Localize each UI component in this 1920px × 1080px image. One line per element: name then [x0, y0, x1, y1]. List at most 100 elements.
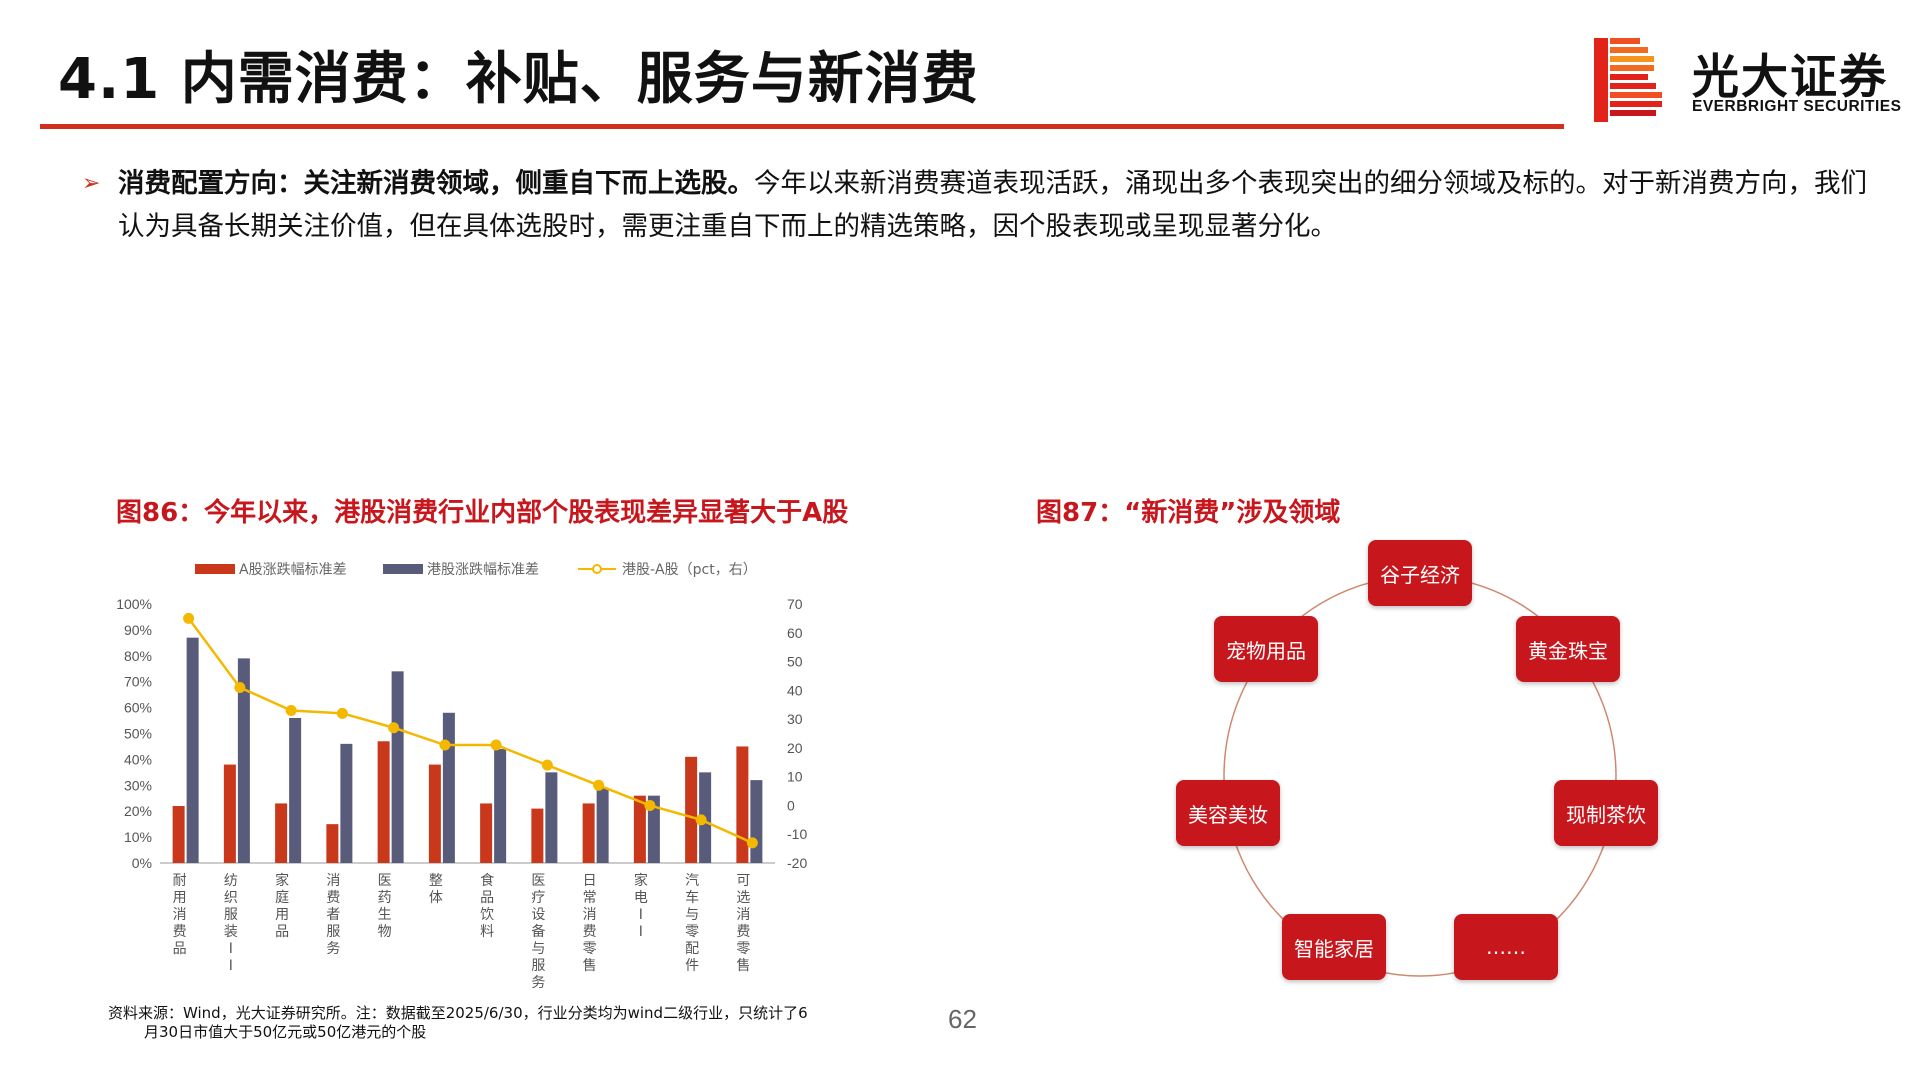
line-point: [439, 739, 451, 751]
line-point: [388, 722, 400, 734]
x-tick-label-char: 汽: [685, 873, 699, 889]
bar-hk-share: [442, 712, 455, 863]
x-tick-label-char: 售: [583, 958, 597, 974]
x-tick-label-char: 费: [173, 924, 187, 940]
x-tick-label-char: 日: [583, 873, 597, 889]
node-ellipsis: ……: [1454, 914, 1558, 980]
line-hk-minus-a: [187, 617, 753, 844]
bar-a-share: [223, 764, 236, 863]
x-tick-label-char: 常: [583, 890, 597, 906]
bar-hk-share: [750, 780, 763, 863]
left-axis-tick-label: 30%: [124, 777, 152, 793]
bar-a-share: [480, 803, 493, 863]
x-tick-label-char: 装: [224, 924, 238, 940]
x-tick-label-char: 与: [685, 907, 699, 923]
logo-chinese-name: 光大证券: [1692, 50, 1888, 105]
x-tick-label-char: 与: [531, 941, 545, 957]
x-tick-label-char: 生: [378, 907, 392, 923]
x-tick-label-char: 药: [378, 890, 392, 906]
x-tick-label-char: 售: [736, 958, 750, 974]
left-axis-tick-label: 40%: [124, 751, 152, 767]
left-axis-tick-label: 80%: [124, 648, 152, 664]
legend-swatch: [383, 564, 423, 574]
bar-a-share: [582, 803, 595, 863]
x-tick-label-char: 费: [583, 924, 597, 940]
node-tea-drinks: 现制茶饮: [1554, 780, 1658, 846]
line-point: [336, 707, 348, 719]
x-tick-label-char: 设: [531, 907, 545, 923]
legend-label: A股涨跌幅标准差: [239, 562, 347, 578]
figure-87-diagram: 谷子经济 黄金珠宝 现制茶饮 …… 智能家居 美容美妆 宠物用品: [1160, 536, 1700, 986]
left-axis-tick-label: 90%: [124, 622, 152, 638]
x-tick-label-char: 庭: [275, 889, 289, 906]
legend-label: 港股-A股（pct，右）: [622, 562, 757, 578]
node-gold-jewelry: 黄金珠宝: [1516, 616, 1620, 682]
line-point: [541, 759, 553, 771]
figure-87-title: 图87：“新消费”涉及领域: [1036, 498, 1341, 528]
x-tick-label-char: 车: [685, 889, 699, 906]
bar-a-share: [685, 756, 698, 863]
figure-86-source-line1: 资料来源：Wind，光大证券研究所。注：数据截至2025/6/30，行业分类均为…: [108, 1004, 808, 1022]
x-tick-label-char: 服: [326, 924, 340, 940]
bullet-arrow-icon: ➢: [82, 171, 101, 196]
x-tick-label-char: 配: [685, 941, 699, 957]
x-tick-label-char: 整: [429, 873, 443, 889]
right-axis-tick-label: 0: [787, 797, 795, 813]
x-tick-label-char: 可: [736, 873, 750, 889]
node-smart-home: 智能家居: [1282, 914, 1386, 980]
x-tick-label-char: 者: [326, 907, 340, 923]
x-tick-label-char: 费: [736, 924, 750, 940]
x-tick-label-char: 备: [531, 923, 545, 940]
left-axis-tick-label: 50%: [124, 726, 152, 742]
bar-hk-share: [647, 795, 660, 863]
line-point: [183, 612, 195, 624]
x-tick-label-char: 务: [531, 975, 545, 991]
x-tick-label-char: 料: [480, 924, 494, 940]
x-tick-label-char: 品: [480, 890, 494, 906]
everbright-logo-icon: [1594, 38, 1662, 122]
page-title: 4.1 内需消费：补贴、服务与新消费: [58, 47, 979, 112]
right-axis-tick-label: 50: [787, 654, 803, 670]
x-tick-label-char: 耐: [173, 873, 187, 889]
bar-a-share: [377, 741, 390, 863]
right-axis-tick-label: -20: [787, 855, 807, 871]
right-axis-tick-label: 40: [787, 682, 803, 698]
x-tick-label-char: 品: [173, 941, 187, 957]
x-tick-label-char: 医: [531, 873, 545, 889]
x-tick-label-char: 物: [378, 924, 392, 940]
right-axis-tick-label: -10: [787, 826, 807, 842]
bar-hk-share: [391, 671, 404, 863]
logo-english-name: EVERBRIGHT SECURITIES: [1692, 98, 1902, 115]
bullet-text: 消费配置方向：关注新消费领域，侧重自下而上选股。今年以来新消费赛道表现活跃，涌现…: [118, 162, 1892, 248]
bar-hk-share: [186, 637, 199, 863]
x-tick-label-char: I: [639, 907, 643, 923]
figure-86-source-line2: 月30日市值大于50亿元或50亿港元的个股: [144, 1023, 427, 1041]
x-tick-label-char: 务: [326, 941, 340, 957]
legend-marker: [592, 564, 602, 574]
bar-a-share: [326, 824, 339, 863]
bar-a-share: [428, 764, 441, 863]
x-tick-label-char: 饮: [480, 907, 494, 923]
left-axis-tick-label: 100%: [116, 596, 152, 612]
x-tick-label-char: 电: [634, 890, 648, 906]
x-tick-label-char: I: [229, 941, 233, 957]
bar-a-share: [633, 795, 646, 863]
right-axis-tick-label: 60: [787, 625, 803, 641]
line-point: [644, 799, 656, 811]
left-axis-tick-label: 20%: [124, 803, 152, 819]
x-tick-label-char: 食: [480, 872, 494, 889]
x-tick-label-char: 用: [275, 907, 289, 923]
figure-86-chart: 0% 10% 20% 30% 40% 50% 60% 70% 80% 90% 100% -20 -10 0…: [116, 562, 807, 991]
x-tick-label-char: 零: [736, 941, 750, 957]
left-axis-tick-label: 70%: [124, 674, 152, 690]
x-tick-label-char: 消: [173, 907, 187, 923]
bar-hk-share: [494, 749, 507, 863]
x-tick-label-char: 品: [275, 924, 289, 940]
bullet-paragraph: ➢ 消费配置方向：关注新消费领域，侧重自下而上选股。今年以来新消费赛道表现活跃，…: [82, 162, 1892, 248]
line-point: [593, 779, 605, 791]
figure-86-title: 图86：今年以来，港股消费行业内部个股表现差异显著大于A股: [116, 498, 849, 528]
x-tick-label-char: 疗: [531, 890, 545, 906]
bar-hk-share: [289, 717, 302, 863]
x-tick-label-char: 消: [326, 873, 340, 889]
node-beauty-makeup: 美容美妆: [1176, 780, 1280, 846]
